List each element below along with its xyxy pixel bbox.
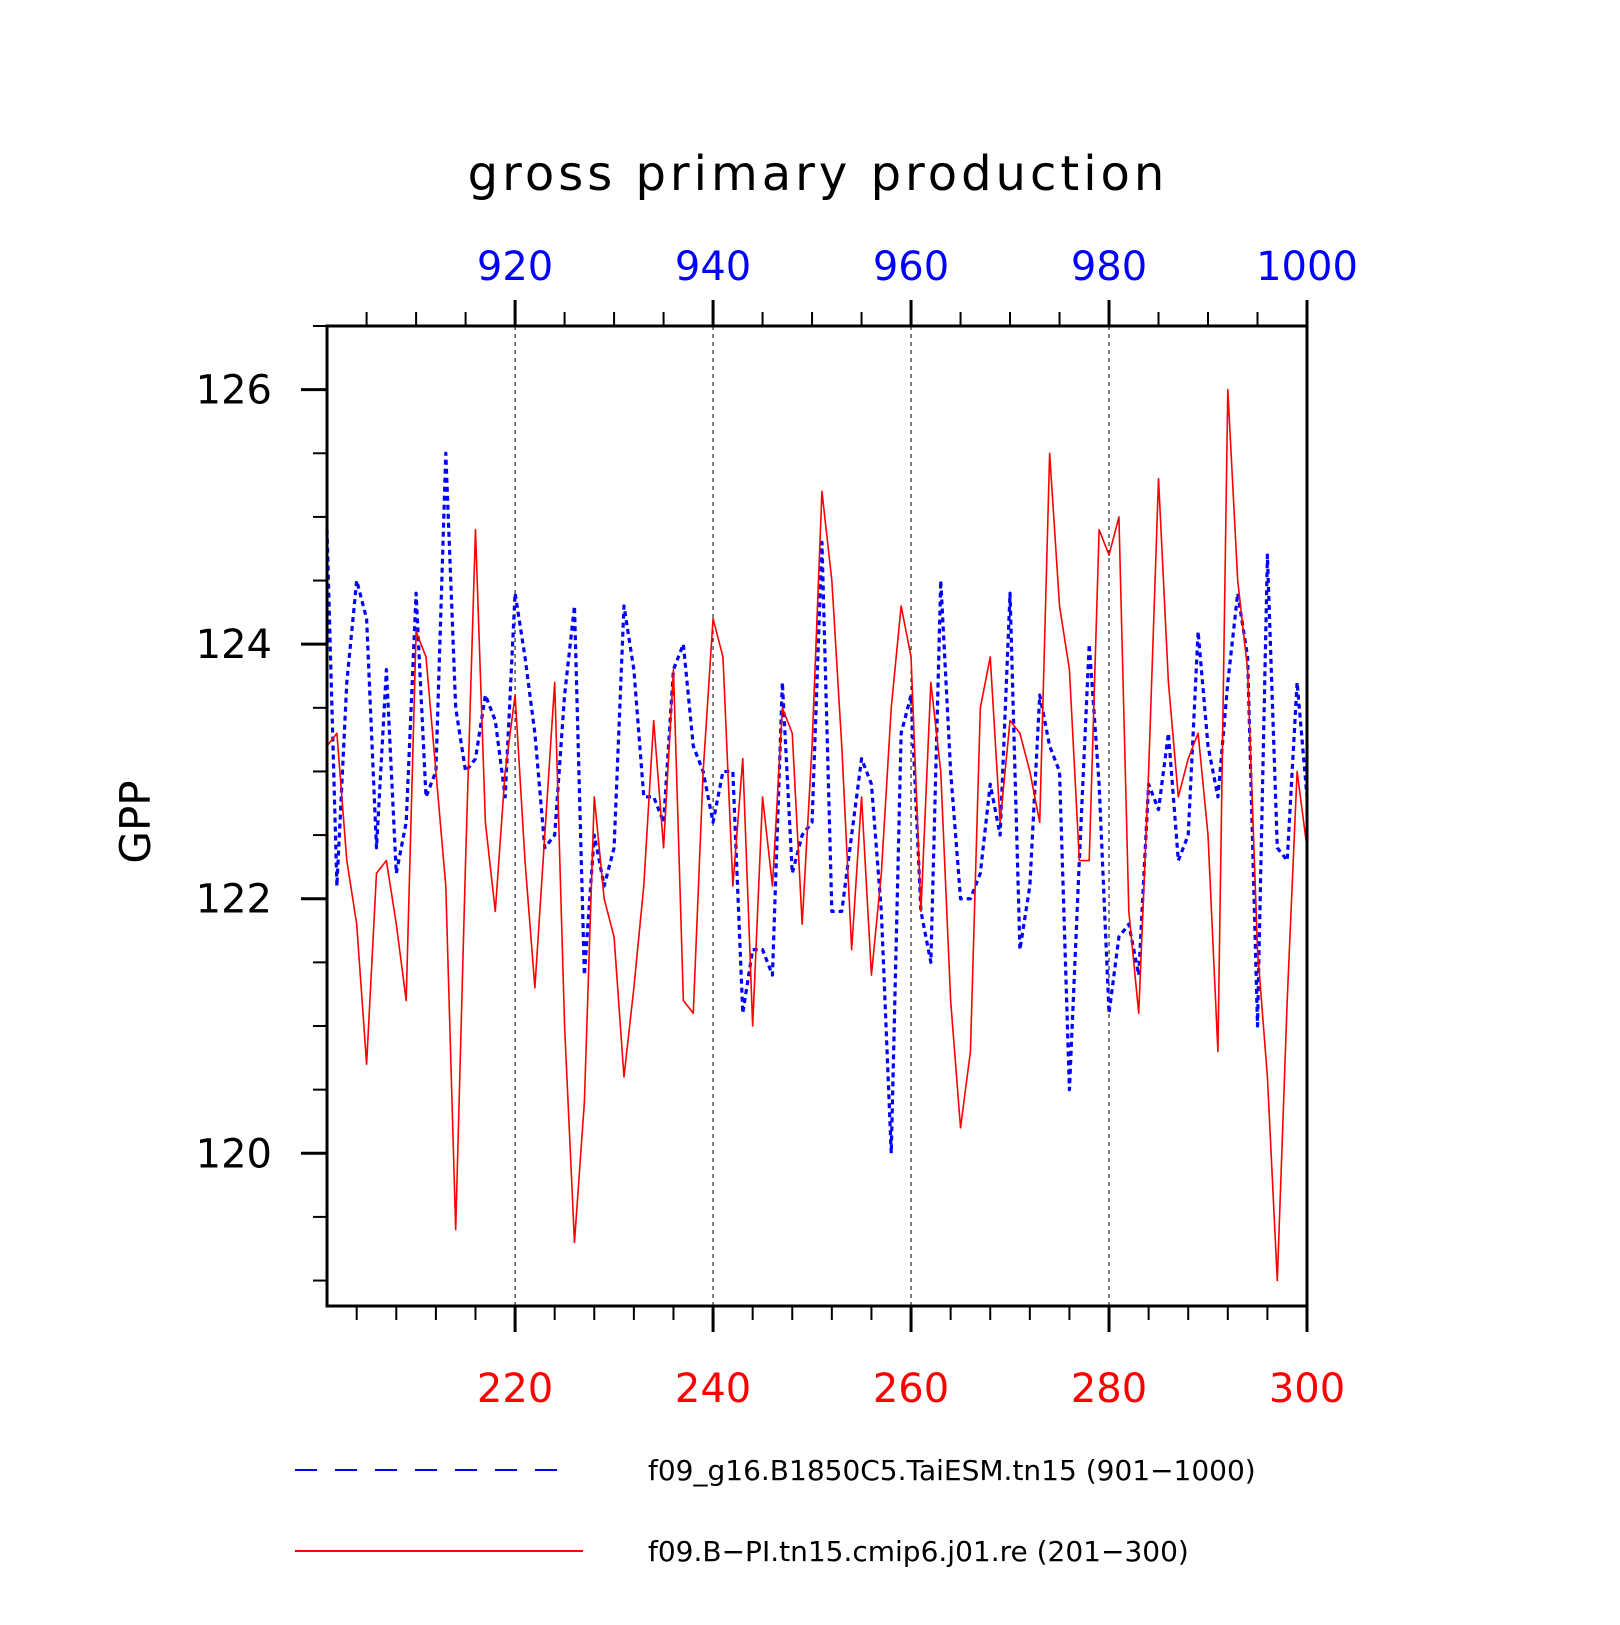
legend: f09_g16.B1850C5.TaiESM.tn15 (901−1000) f… [295,1454,1256,1568]
series-line-cmip6 [326,388,1308,1282]
top-tick-label: 980 [1071,244,1147,290]
y-axis-label: GPP [111,780,160,863]
plot-frame [325,324,1309,1308]
chart-title: gross primary production [468,146,1169,202]
bottom-tick-label: 300 [1269,1366,1345,1412]
y-tick-label: 120 [196,1131,272,1177]
y-tick-label: 124 [196,622,272,668]
series-lines [325,388,1309,1282]
series-line-taiesm [325,451,1309,1155]
top-tick-label: 960 [873,244,949,290]
axes: 220 240 260 280 300 920 940 960 980 1000 120 122 124… [196,244,1358,1412]
bottom-tick-label: 220 [477,1366,553,1412]
legend-label-cmip6: f09.B−PI.tn15.cmip6.j01.re (201−300) [648,1535,1189,1568]
bottom-tick-label: 240 [675,1366,751,1412]
legend-label-taiesm: f09_g16.B1850C5.TaiESM.tn15 (901−1000) [648,1454,1256,1487]
y-tick-label: 122 [196,877,272,923]
bottom-tick-label: 260 [873,1366,949,1412]
top-tick-label: 920 [477,244,553,290]
top-tick-label: 940 [675,244,751,290]
grid-lines [514,326,1110,1306]
top-tick-label: 1000 [1256,244,1358,290]
y-tick-label: 126 [196,368,272,414]
bottom-tick-label: 280 [1071,1366,1147,1412]
